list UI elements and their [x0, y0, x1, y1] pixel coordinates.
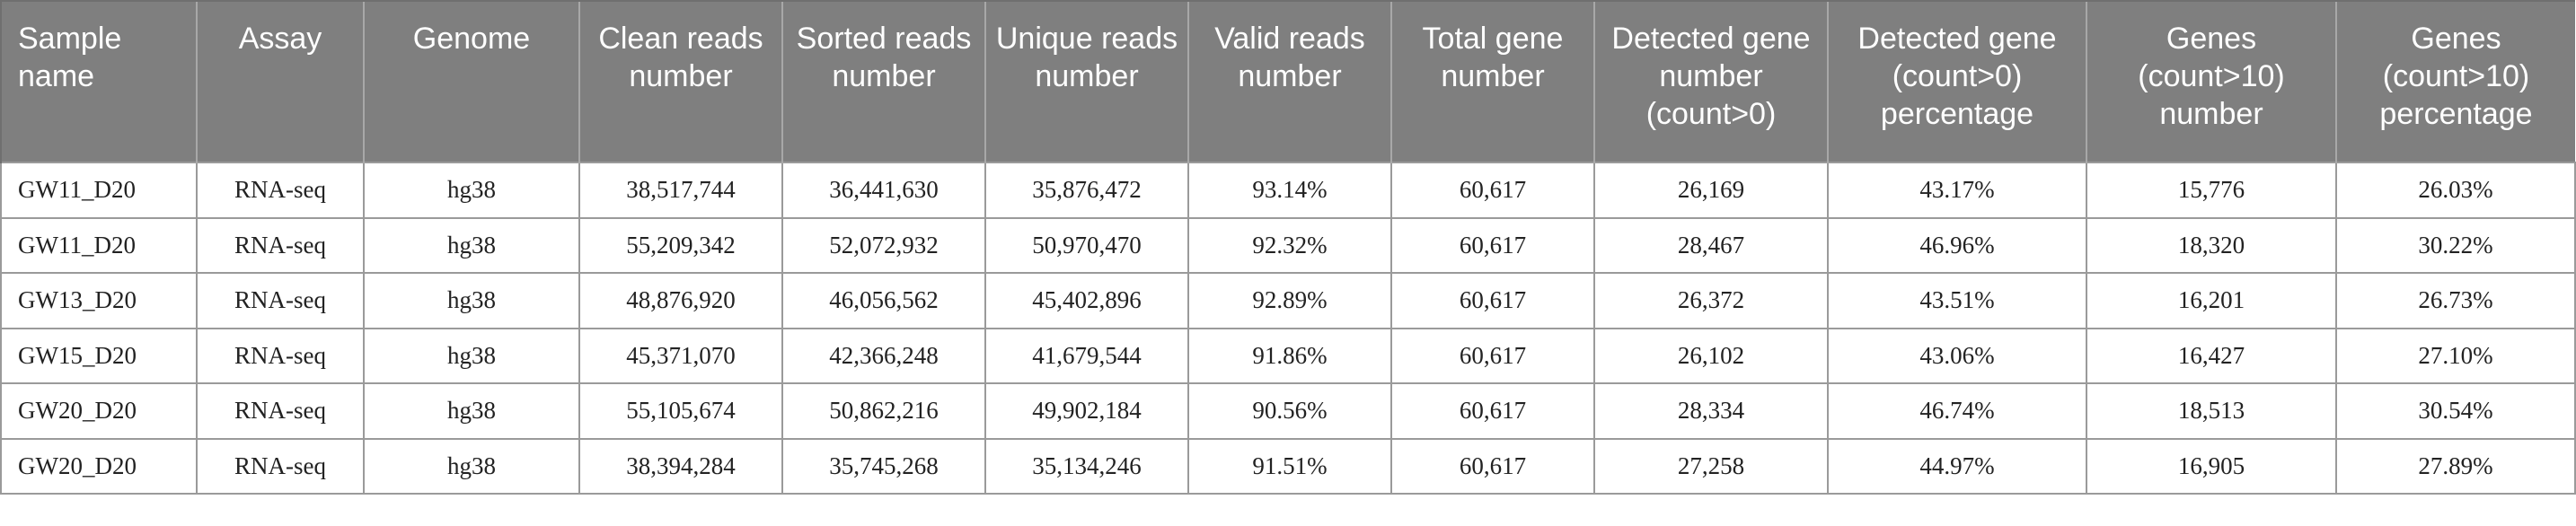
table-cell: 60,617 [1390, 327, 1595, 384]
table-cell: hg38 [363, 272, 580, 329]
table-cell: 91.86% [1187, 327, 1392, 384]
table-cell: 60,617 [1390, 382, 1595, 440]
table-cell: 43.17% [1827, 162, 2087, 219]
header-unique-reads: Unique reads number [984, 0, 1188, 162]
table-cell: 35,134,246 [984, 437, 1189, 495]
table-cell: 93.14% [1187, 162, 1392, 219]
table-cell: 26,372 [1593, 272, 1829, 329]
table-cell: 28,467 [1593, 216, 1829, 274]
header-valid-reads: Valid reads number [1187, 0, 1391, 162]
header-sorted-reads: Sorted reads number [781, 0, 985, 162]
table-cell: 49,902,184 [984, 382, 1189, 440]
table-cell: 35,876,472 [984, 162, 1189, 219]
table-cell: 27.10% [2335, 327, 2576, 384]
table-cell: 38,394,284 [578, 437, 783, 495]
header-assay: Assay [196, 0, 364, 162]
table-cell: GW20_D20 [0, 437, 198, 495]
table-row: GW20_D20 RNA-seq hg38 55,105,674 50,862,216 4… [0, 382, 2576, 440]
table-cell: RNA-seq [196, 216, 365, 274]
table-cell: 50,862,216 [781, 382, 986, 440]
table-cell: 46.96% [1827, 216, 2087, 274]
table-cell: RNA-seq [196, 327, 365, 384]
table-cell: 18,513 [2086, 382, 2337, 440]
table-cell: 42,366,248 [781, 327, 986, 384]
table-cell: 41,679,544 [984, 327, 1189, 384]
table-cell: 26,169 [1593, 162, 1829, 219]
table-cell: 55,105,674 [578, 382, 783, 440]
table-cell: 44.97% [1827, 437, 2087, 495]
table-cell: 52,072,932 [781, 216, 986, 274]
table-cell: RNA-seq [196, 162, 365, 219]
table-cell: 46,056,562 [781, 272, 986, 329]
table-cell: 36,441,630 [781, 162, 986, 219]
table-cell: 60,617 [1390, 437, 1595, 495]
table-cell: 45,402,896 [984, 272, 1189, 329]
table-cell: 35,745,268 [781, 437, 986, 495]
table-cell: 15,776 [2086, 162, 2337, 219]
table-cell: RNA-seq [196, 382, 365, 440]
table-cell: 91.51% [1187, 437, 1392, 495]
header-clean-reads: Clean reads number [578, 0, 782, 162]
table-body: GW11_D20 RNA-seq hg38 38,517,744 36,441,630 3… [0, 162, 2576, 495]
sequencing-stats-table: Sample name Assay Genome Clean reads num… [0, 0, 2576, 495]
table-cell: 16,201 [2086, 272, 2337, 329]
header-sample-name: Sample name [0, 0, 197, 162]
table-cell: hg38 [363, 437, 580, 495]
table-cell: 28,334 [1593, 382, 1829, 440]
table-cell: 27,258 [1593, 437, 1829, 495]
table-cell: 27.89% [2335, 437, 2576, 495]
table-cell: 26.03% [2335, 162, 2576, 219]
table-cell: 26.73% [2335, 272, 2576, 329]
table-cell: 60,617 [1390, 162, 1595, 219]
table-cell: hg38 [363, 382, 580, 440]
header-total-gene: Total gene number [1390, 0, 1594, 162]
header-genome: Genome [363, 0, 579, 162]
table-cell: hg38 [363, 216, 580, 274]
table-cell: 30.22% [2335, 216, 2576, 274]
table-cell: 46.74% [1827, 382, 2087, 440]
table-row: GW11_D20 RNA-seq hg38 55,209,342 52,072,932 5… [0, 216, 2576, 274]
table-cell: 30.54% [2335, 382, 2576, 440]
table-cell: 60,617 [1390, 216, 1595, 274]
table-cell: RNA-seq [196, 437, 365, 495]
table-cell: 38,517,744 [578, 162, 783, 219]
header-detected-gene-percentage: Detected gene (count>0) percentage [1827, 0, 2086, 162]
table-cell: 48,876,920 [578, 272, 783, 329]
table-cell: RNA-seq [196, 272, 365, 329]
table-cell: 16,427 [2086, 327, 2337, 384]
table-cell: GW11_D20 [0, 216, 198, 274]
table-cell: GW15_D20 [0, 327, 198, 384]
table-row: GW11_D20 RNA-seq hg38 38,517,744 36,441,630 3… [0, 162, 2576, 219]
table-cell: 60,617 [1390, 272, 1595, 329]
table-cell: hg38 [363, 162, 580, 219]
table-cell: GW13_D20 [0, 272, 198, 329]
header-genes-count10-number: Genes (count>10) number [2086, 0, 2336, 162]
table-cell: 92.32% [1187, 216, 1392, 274]
table-cell: GW20_D20 [0, 382, 198, 440]
table-cell: 16,905 [2086, 437, 2337, 495]
table-cell: hg38 [363, 327, 580, 384]
table-cell: GW11_D20 [0, 162, 198, 219]
header-detected-gene-number: Detected gene number (count>0) [1593, 0, 1828, 162]
table-cell: 50,970,470 [984, 216, 1189, 274]
table-cell: 26,102 [1593, 327, 1829, 384]
table-row: GW15_D20 RNA-seq hg38 45,371,070 42,366,248 4… [0, 327, 2576, 384]
table-cell: 45,371,070 [578, 327, 783, 384]
table-row: GW13_D20 RNA-seq hg38 48,876,920 46,056,562 4… [0, 272, 2576, 329]
table-cell: 92.89% [1187, 272, 1392, 329]
table-cell: 43.06% [1827, 327, 2087, 384]
table-cell: 43.51% [1827, 272, 2087, 329]
table-row: GW20_D20 RNA-seq hg38 38,394,284 35,745,268 3… [0, 437, 2576, 495]
table-header-row: Sample name Assay Genome Clean reads num… [0, 0, 2575, 162]
table-cell: 90.56% [1187, 382, 1392, 440]
header-genes-count10-percentage: Genes (count>10) percentage [2335, 0, 2575, 162]
table-cell: 55,209,342 [578, 216, 783, 274]
table-cell: 18,320 [2086, 216, 2337, 274]
